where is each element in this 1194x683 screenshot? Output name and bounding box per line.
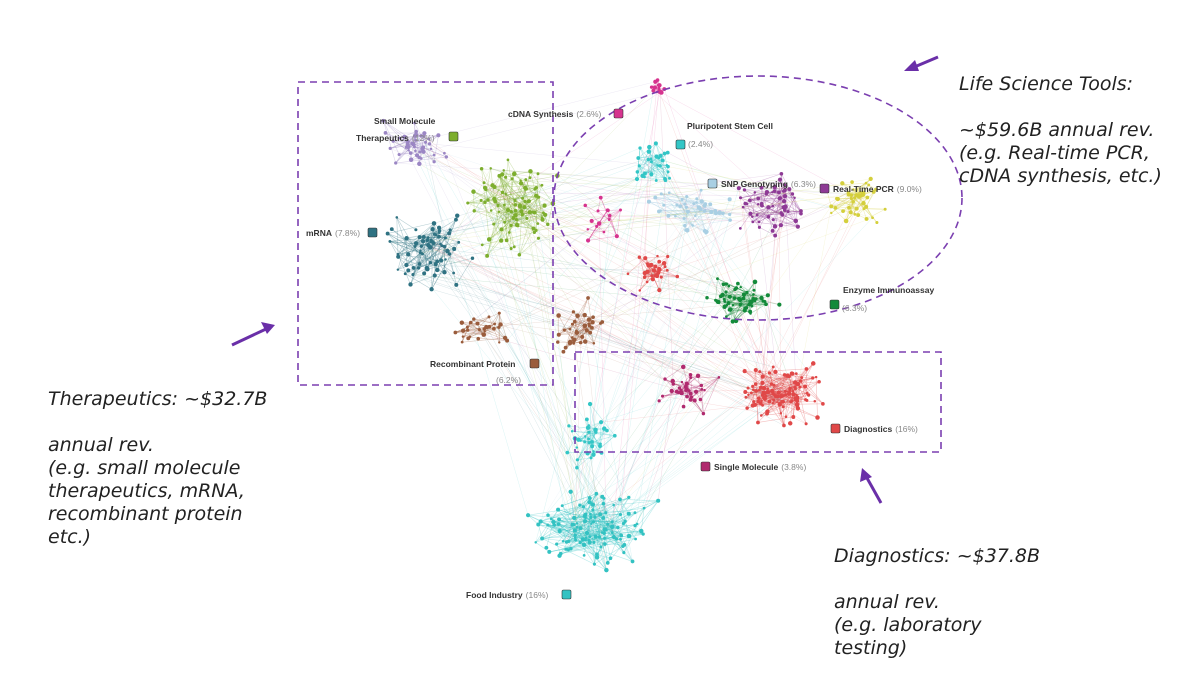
diagnostics-heading: Diagnostics: ~$37.8B <box>834 545 1074 568</box>
swatch-snp <box>708 179 717 188</box>
cluster-label-enzyme: Enzyme Immunoassay (6.3%) <box>830 285 934 313</box>
life-science-annotation: Life Science Tools: ~$59.6B annual rev. … <box>959 50 1189 211</box>
therapeutics-heading: Therapeutics: ~$32.7B <box>48 388 288 411</box>
svg-text:Diagnostics(16%): Diagnostics(16%) <box>844 424 918 434</box>
network-edges <box>383 80 885 570</box>
network-diagram: Small Molecule Therapeutics(12%) cDNA Sy… <box>0 0 1194 631</box>
svg-text:mRNA(7.8%): mRNA(7.8%) <box>306 228 360 238</box>
svg-text:Therapeutics(12%): Therapeutics(12%) <box>356 133 435 143</box>
life-science-heading: Life Science Tools: <box>959 73 1189 96</box>
diagnostics-annotation: Diagnostics: ~$37.8B annual rev. (e.g. l… <box>834 522 1074 683</box>
swatch-diagnostics <box>831 424 840 433</box>
svg-text:(2.4%): (2.4%) <box>688 139 713 149</box>
svg-text:Pluripotent Stem Cell: Pluripotent Stem Cell <box>687 121 773 131</box>
diagnostics-body: annual rev. (e.g. laboratory testing) <box>834 591 1074 660</box>
svg-text:Real-Time PCR(9.0%): Real-Time PCR(9.0%) <box>833 184 922 194</box>
svg-text:Small Molecule: Small Molecule <box>374 116 436 126</box>
cluster-label-stem-cell: Pluripotent Stem Cell (2.4%) <box>676 121 773 149</box>
svg-text:(6.3%): (6.3%) <box>842 303 867 313</box>
svg-text:Recombinant Protein: Recombinant Protein <box>430 359 515 369</box>
swatch-recombinant <box>530 359 539 368</box>
swatch-stem-cell <box>676 140 685 149</box>
swatch-cdna <box>614 109 623 118</box>
cluster-label-small-molecule: Small Molecule Therapeutics(12%) <box>356 116 458 143</box>
svg-text:Single Molecule(3.8%): Single Molecule(3.8%) <box>714 462 806 472</box>
therapeutics-annotation: Therapeutics: ~$32.7B annual rev. (e.g. … <box>48 365 288 572</box>
cluster-label-snp: SNP Genotyping(6.3%) <box>708 179 816 189</box>
svg-text:Enzyme Immunoassay: Enzyme Immunoassay <box>843 285 934 295</box>
svg-text:cDNA Synthesis(2.6%): cDNA Synthesis(2.6%) <box>508 109 602 119</box>
swatch-single-molecule <box>701 462 710 471</box>
swatch-rt-pcr <box>820 184 829 193</box>
cluster-label-cdna: cDNA Synthesis(2.6%) <box>508 109 623 119</box>
swatch-small-molecule <box>449 132 458 141</box>
arrow-diagnostics <box>860 468 881 503</box>
cluster-label-rt-pcr: Real-Time PCR(9.0%) <box>820 184 922 194</box>
arrow-therapeutics <box>232 322 275 345</box>
svg-text:Food Industry(16%): Food Industry(16%) <box>466 590 549 600</box>
cluster-label-mrna: mRNA(7.8%) <box>306 228 377 238</box>
cluster-label-single-molecule: Single Molecule(3.8%) <box>701 462 806 472</box>
swatch-mrna <box>368 228 377 237</box>
therapeutics-body: annual rev. (e.g. small molecule therape… <box>48 434 288 549</box>
cluster-label-diagnostics: Diagnostics(16%) <box>831 424 918 434</box>
swatch-food <box>562 590 571 599</box>
svg-text:(6.2%): (6.2%) <box>496 375 521 385</box>
swatch-enzyme <box>830 300 839 309</box>
network-nodes <box>381 78 886 572</box>
cluster-label-food: Food Industry(16%) <box>466 590 571 600</box>
svg-text:SNP Genotyping(6.3%): SNP Genotyping(6.3%) <box>721 179 816 189</box>
life-science-body: ~$59.6B annual rev. (e.g. Real-time PCR,… <box>959 119 1189 188</box>
arrow-life-science <box>904 57 938 71</box>
